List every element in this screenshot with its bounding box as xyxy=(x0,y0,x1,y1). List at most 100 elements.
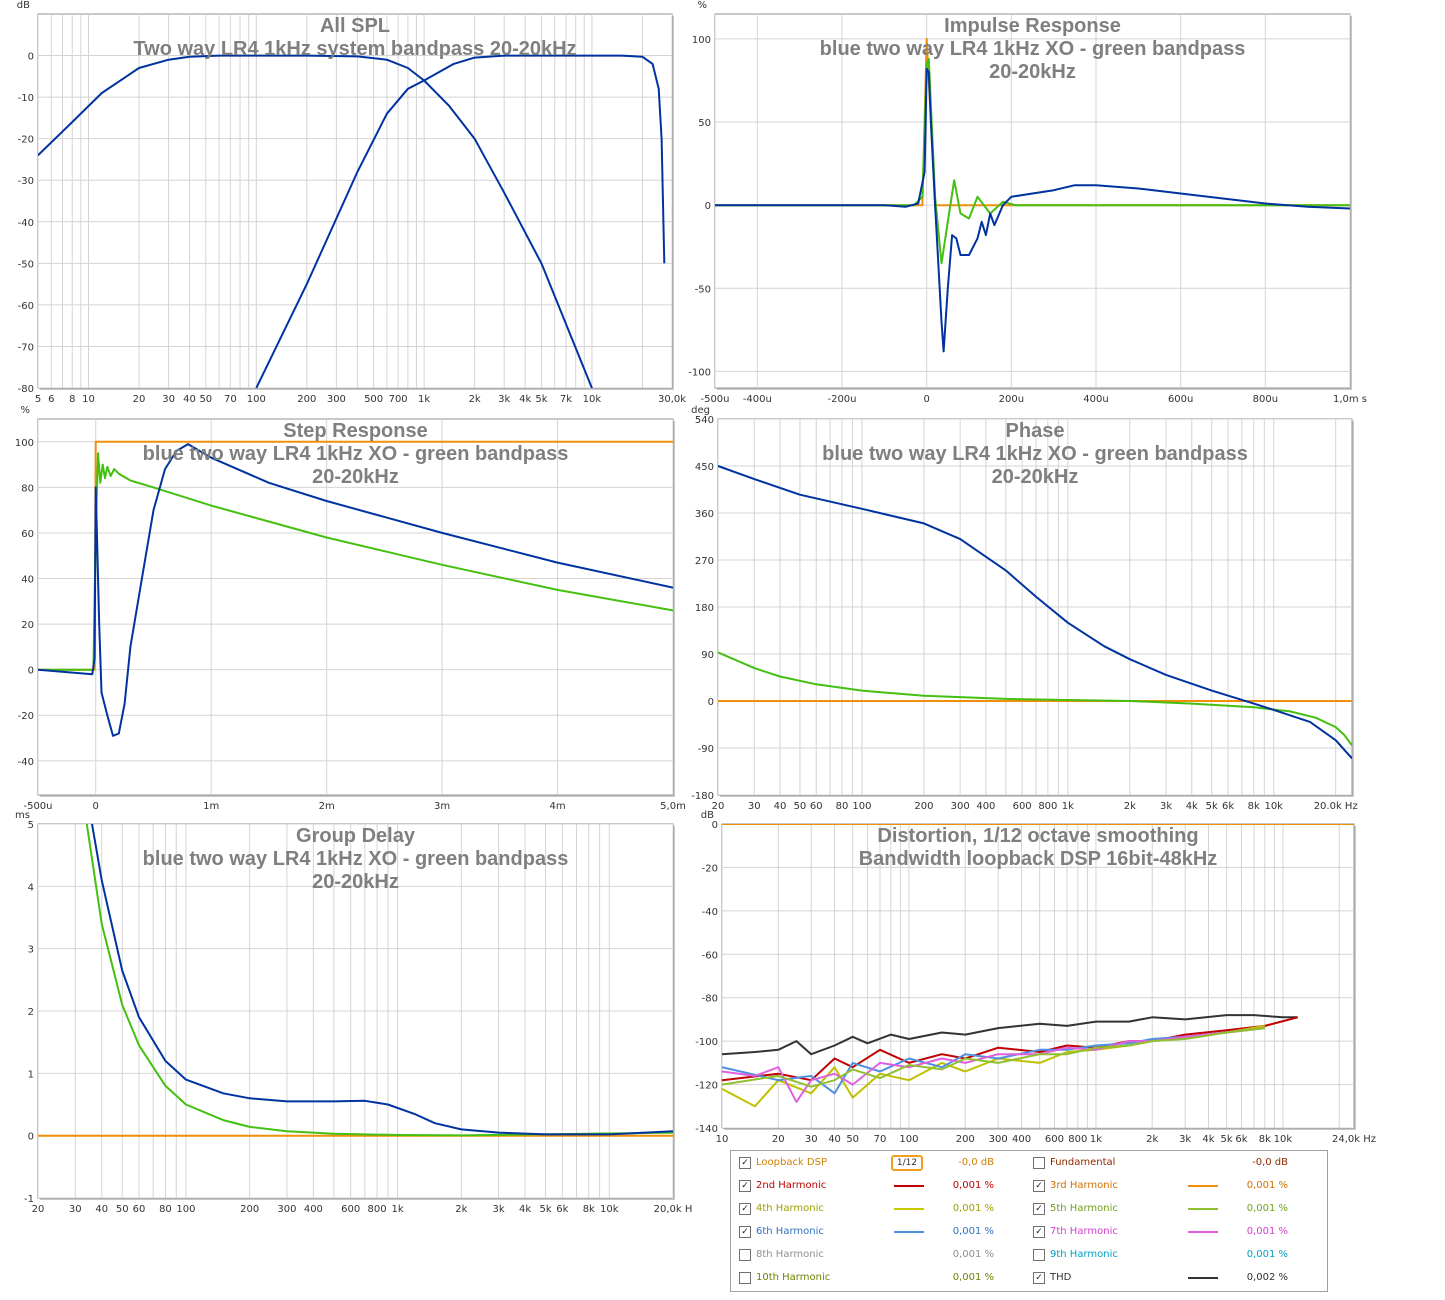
x-tick-label: 800 xyxy=(368,1204,387,1215)
x-tick-label: 6k xyxy=(556,1204,568,1215)
x-tick-label: 20 xyxy=(772,1134,785,1145)
series-group xyxy=(38,824,673,1137)
legend-swatch xyxy=(894,1185,924,1187)
x-tick-label: 24,0k Hz xyxy=(1332,1134,1376,1145)
chart-title: Phase xyxy=(1006,420,1065,442)
y-tick-label: -40 xyxy=(18,218,34,229)
x-tick-label: 80 xyxy=(836,801,849,812)
plot-area xyxy=(37,13,673,389)
legend-checkbox[interactable] xyxy=(739,1272,751,1284)
legend-value: 0,001 % xyxy=(952,1272,994,1283)
series-line xyxy=(722,1016,1298,1082)
chart-subtitle: blue two way LR4 1kHz XO - green bandpas… xyxy=(143,848,569,870)
legend-item[interactable]: ✓ 4th Harmonic 0,001 % xyxy=(739,1201,1024,1217)
x-tick-label: 60 xyxy=(810,801,823,812)
x-tick-label: 1,0m s xyxy=(1333,394,1367,405)
y-tick-label: -80 xyxy=(18,384,34,395)
y-tick-label: -140 xyxy=(695,1124,718,1135)
x-tick-label: 400 xyxy=(1012,1134,1031,1145)
x-tick-label: 700 xyxy=(389,394,408,405)
legend-checkbox[interactable]: ✓ xyxy=(739,1180,751,1192)
legend-swatch xyxy=(1188,1208,1218,1210)
y-tick-label: -100 xyxy=(688,367,711,378)
y-tick-label: -20 xyxy=(702,863,718,874)
legend-item[interactable]: ✓ 6th Harmonic 0,001 % xyxy=(739,1224,1024,1240)
legend-item[interactable]: Fundamental -0,0 dB xyxy=(1033,1155,1318,1171)
x-tick-label: 50 xyxy=(794,801,807,812)
y-tick-label: 450 xyxy=(695,462,714,473)
x-tick-label: 20 xyxy=(32,1204,45,1215)
legend-label: Loopback DSP xyxy=(756,1157,828,1168)
x-tick-label: 0 xyxy=(93,801,99,812)
x-tick-label: 80 xyxy=(159,1204,172,1215)
x-tick-label: 30,0k xyxy=(658,394,686,405)
x-tick-label: 10k xyxy=(600,1204,619,1215)
legend-swatch xyxy=(894,1231,924,1233)
legend-checkbox[interactable]: ✓ xyxy=(1033,1203,1045,1215)
legend-item[interactable]: ✓ THD 0,002 % xyxy=(1033,1270,1318,1286)
x-tick-label: 400 xyxy=(304,1204,323,1215)
series-line xyxy=(85,824,673,1137)
x-tick-label: 50 xyxy=(199,394,212,405)
x-tick-label: 3k xyxy=(1160,801,1172,812)
x-tick-label: 300 xyxy=(277,1204,296,1215)
y-tick-label: -120 xyxy=(695,1081,718,1092)
legend-value: 0,001 % xyxy=(1246,1249,1288,1260)
legend-checkbox[interactable]: ✓ xyxy=(739,1226,751,1238)
x-tick-label: 7k xyxy=(560,394,572,405)
series-group xyxy=(718,465,1352,760)
legend-checkbox[interactable] xyxy=(739,1249,751,1261)
y-tick-label: 2 xyxy=(28,1007,34,1018)
series-group xyxy=(722,824,1354,1108)
legend-value: 0,001 % xyxy=(1246,1226,1288,1237)
legend-value: -0,0 dB xyxy=(958,1157,994,1168)
legend-item[interactable]: 9th Harmonic 0,001 % xyxy=(1033,1247,1318,1263)
x-tick-label: 600 xyxy=(1013,801,1032,812)
legend-checkbox[interactable]: ✓ xyxy=(739,1203,751,1215)
x-tick-label: 4k xyxy=(519,1204,531,1215)
y-tick-label: 50 xyxy=(698,118,711,129)
chart-subtitle: 20-20kHz xyxy=(312,466,399,488)
series-line xyxy=(722,1027,1265,1088)
y-tick-label: 40 xyxy=(21,575,34,586)
impulse-svg: 100 50 0 -50 -100% -500u -400u -200u 0 200u 400u 60… xyxy=(688,0,1367,405)
y-tick-label: 80 xyxy=(21,483,34,494)
legend-label: 4th Harmonic xyxy=(756,1203,824,1214)
legend-checkbox[interactable] xyxy=(1033,1157,1045,1169)
series-line xyxy=(38,54,593,388)
series-line xyxy=(722,1014,1298,1056)
legend-value: 0,001 % xyxy=(952,1226,994,1237)
legend-item[interactable]: 8th Harmonic 0,001 % xyxy=(739,1247,1024,1263)
legend-item[interactable]: 10th Harmonic 0,001 % xyxy=(739,1270,1024,1286)
x-tick-label: 5k xyxy=(1221,1134,1233,1145)
x-tick-label: 20.0k Hz xyxy=(1314,801,1358,812)
x-tick-label: 30 xyxy=(748,801,761,812)
legend-checkbox[interactable] xyxy=(1033,1249,1045,1261)
y-tick-label: 0 xyxy=(708,697,714,708)
x-tick-label: 2k xyxy=(1124,801,1136,812)
legend-checkbox[interactable]: ✓ xyxy=(1033,1180,1045,1192)
y-tick-label: 0 xyxy=(28,666,34,677)
y-tick-label: -50 xyxy=(695,284,711,295)
legend-checkbox[interactable]: ✓ xyxy=(739,1157,751,1169)
x-tick-label: 100 xyxy=(899,1134,918,1145)
x-tick-label: 300 xyxy=(327,394,346,405)
legend-item[interactable]: ✓ 2nd Harmonic 0,001 % xyxy=(739,1178,1024,1194)
legend-item[interactable]: ✓ 7th Harmonic 0,001 % xyxy=(1033,1224,1318,1240)
legend-checkbox[interactable]: ✓ xyxy=(1033,1272,1045,1284)
legend-item[interactable]: ✓ Loopback DSP -0,0 dB xyxy=(739,1155,1024,1171)
legend-item[interactable]: ✓ 3rd Harmonic 0,001 % xyxy=(1033,1178,1318,1194)
legend-checkbox[interactable]: ✓ xyxy=(1033,1226,1045,1238)
x-tick-label: 2k xyxy=(455,1204,467,1215)
smoothing-button[interactable]: 1/12 xyxy=(891,1155,923,1171)
x-tick-label: 3k xyxy=(493,1204,505,1215)
x-tick-label: 2m xyxy=(319,801,335,812)
x-tick-label: 300 xyxy=(951,801,970,812)
y-tick-label: 100 xyxy=(15,438,34,449)
legend-value: 0,001 % xyxy=(1246,1180,1288,1191)
y-tick-label: -40 xyxy=(18,757,34,768)
phase-chart: 540 450 360 270 180 90 0 -90 -180 deg 20 30 40 50 60 80… xyxy=(685,405,1445,815)
legend-item[interactable]: ✓ 5th Harmonic 0,001 % xyxy=(1033,1201,1318,1217)
legend-value: -0,0 dB xyxy=(1252,1157,1288,1168)
y-axis-label: % xyxy=(697,0,707,11)
